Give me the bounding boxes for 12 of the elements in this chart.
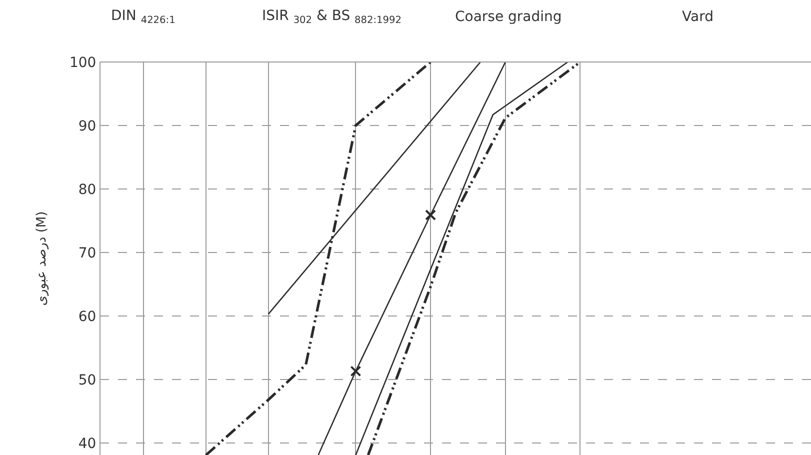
text: Coarse grading [455,9,562,25]
text: Vard [682,9,714,25]
y-tick-label: 100 [69,54,96,71]
y-tick-label: 50 [78,372,96,388]
text: DIN $_{4226:1}$ [111,8,176,26]
y-tick-label: 40 [78,436,96,452]
text: ISIR $_{302}$ & BS $_{882:1992}$ [262,8,402,26]
y-tick-label: 60 [78,308,96,325]
y-tick-label: 90 [78,118,96,134]
y-tick-label: 70 [78,245,96,262]
y-tick-label: 80 [78,182,96,198]
y-axis-title: درصد عبوری (M) [34,211,50,306]
